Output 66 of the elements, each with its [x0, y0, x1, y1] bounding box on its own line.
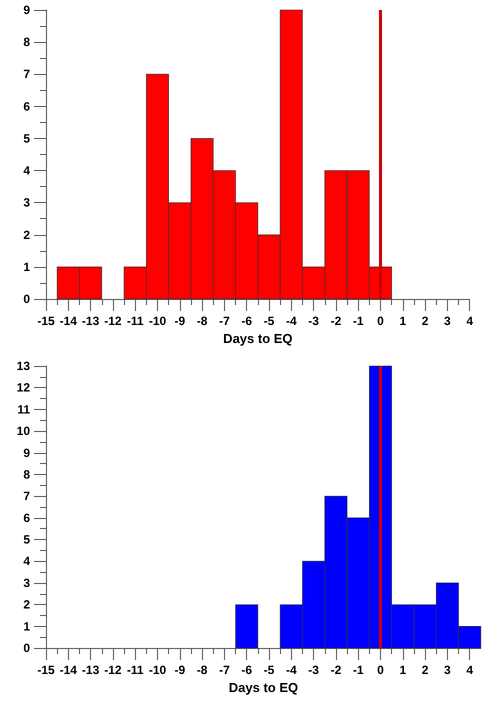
y-tick-label: 6: [23, 99, 30, 114]
x-tick-label: -15: [37, 314, 55, 328]
x-tick-label: -6: [241, 314, 252, 328]
y-tick-label: 13: [16, 359, 30, 373]
x-tick-label: -3: [308, 663, 320, 677]
x-tick-label: -11: [126, 663, 144, 677]
y-tick-label: 1: [23, 619, 30, 634]
y-tick-label: 8: [23, 35, 30, 50]
x-tick-label: -12: [104, 314, 122, 328]
y-tick-label: 3: [23, 196, 30, 210]
y-tick-label: 0: [23, 292, 30, 306]
y-tick-label: 11: [17, 402, 30, 416]
y-tick-label: 7: [23, 67, 30, 82]
y-tick-label: 5: [23, 131, 30, 146]
x-tick-label: -7: [219, 663, 230, 677]
x-tick-label: 3: [444, 314, 452, 328]
x-tick-label: -2: [330, 314, 342, 328]
x-tick-label: -9: [174, 314, 186, 328]
x-tick-label: -5: [264, 314, 275, 328]
x-tick-label: -15: [37, 663, 55, 677]
x-tick-label: 3: [444, 663, 452, 677]
y-tick-label: 3: [23, 576, 30, 590]
x-tick-label: -10: [148, 663, 166, 677]
y-tick-label: 1: [23, 260, 30, 274]
y-tick-label: 10: [16, 424, 30, 438]
x-tick-label: -1: [352, 663, 364, 677]
x-tick-label: -12: [104, 663, 122, 677]
x-tick-label: 1: [399, 663, 406, 677]
x-tick-label: -8: [196, 663, 208, 677]
x-tick-label: -13: [82, 314, 100, 328]
x-tick-label: 4: [466, 663, 474, 677]
x-tick-label: -5: [264, 663, 275, 677]
x-tick-label: 4: [466, 314, 474, 328]
x-tick-label: -6: [241, 663, 252, 677]
y-tick-label: 6: [23, 510, 30, 525]
y-tick-label: 9: [23, 3, 30, 17]
x-tick-label: -8: [196, 314, 208, 328]
x-tick-label: -3: [308, 314, 320, 328]
x-tick-label: -11: [126, 314, 144, 328]
y-tick-label: 0: [23, 641, 30, 655]
y-tick-label: 7: [23, 489, 30, 504]
x-tick-label: 2: [422, 314, 429, 328]
x-tick-label: -13: [82, 663, 100, 677]
y-tick-label: 4: [23, 554, 30, 568]
y-tick-label: 12: [16, 380, 30, 395]
x-tick-label: 1: [399, 314, 406, 328]
x-tick-label: -10: [148, 314, 166, 328]
x-tick-label: -9: [174, 663, 186, 677]
y-tick-label: 8: [23, 467, 30, 482]
x-tick-label: -2: [330, 663, 342, 677]
x-axis-title: Days to EQ: [228, 680, 298, 695]
y-tick-label: 2: [23, 598, 30, 612]
x-tick-label: -7: [219, 314, 230, 328]
x-tick-label: -4: [286, 663, 297, 677]
x-tick-label: -14: [60, 663, 78, 677]
y-tick-label: 5: [23, 532, 30, 547]
x-tick-label: -4: [286, 314, 297, 328]
y-tick-label: 9: [23, 446, 30, 460]
x-axis-title: Days to EQ: [223, 330, 293, 346]
x-tick-label: -1: [352, 314, 364, 328]
x-tick-label: 0: [377, 663, 384, 677]
x-tick-label: 0: [377, 314, 384, 328]
x-tick-label: -14: [60, 314, 78, 328]
y-tick-label: 2: [23, 228, 30, 242]
y-tick-label: 4: [23, 164, 30, 178]
x-tick-label: 2: [422, 663, 429, 677]
